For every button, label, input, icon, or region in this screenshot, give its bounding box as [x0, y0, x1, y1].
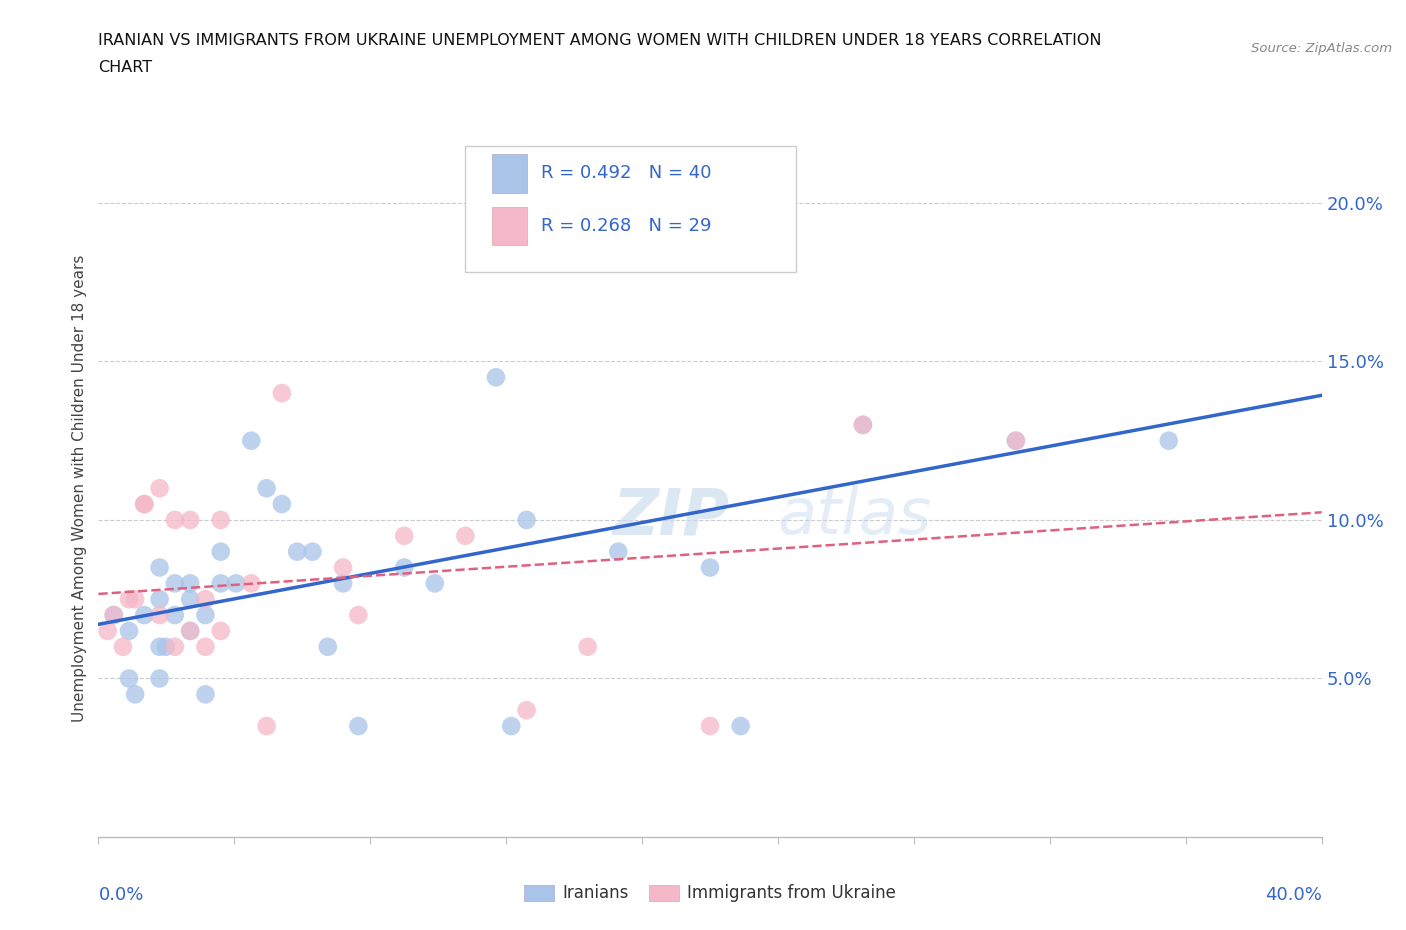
- Point: [1004, 433, 1026, 448]
- Point: [1157, 433, 1180, 448]
- Point: [316, 639, 339, 654]
- Point: [1004, 433, 1026, 448]
- Text: R = 0.492   N = 40: R = 0.492 N = 40: [541, 165, 711, 182]
- Point: [392, 528, 416, 543]
- Point: [240, 576, 263, 591]
- Point: [423, 576, 446, 591]
- Text: ZIP: ZIP: [612, 485, 730, 547]
- Point: [225, 576, 247, 591]
- FancyBboxPatch shape: [492, 154, 527, 193]
- Point: [256, 719, 278, 734]
- Point: [852, 418, 875, 432]
- Point: [194, 687, 217, 702]
- Point: [194, 607, 217, 622]
- Text: CHART: CHART: [98, 60, 152, 75]
- Point: [124, 591, 146, 606]
- Point: [607, 544, 630, 559]
- Point: [149, 481, 172, 496]
- Point: [149, 671, 172, 686]
- Text: atlas: atlas: [778, 485, 932, 547]
- Point: [699, 560, 721, 575]
- Point: [194, 591, 217, 606]
- Point: [163, 512, 186, 527]
- Point: [134, 607, 156, 622]
- Point: [209, 512, 232, 527]
- Point: [163, 576, 186, 591]
- Point: [332, 560, 354, 575]
- FancyBboxPatch shape: [465, 147, 796, 272]
- Point: [485, 370, 508, 385]
- Point: [256, 481, 278, 496]
- Text: Source: ZipAtlas.com: Source: ZipAtlas.com: [1251, 42, 1392, 55]
- Point: [270, 497, 294, 512]
- Point: [516, 512, 538, 527]
- Point: [103, 607, 125, 622]
- Point: [209, 576, 232, 591]
- Y-axis label: Unemployment Among Women with Children Under 18 years: Unemployment Among Women with Children U…: [72, 255, 87, 722]
- Point: [179, 512, 201, 527]
- Text: R = 0.268   N = 29: R = 0.268 N = 29: [541, 217, 711, 234]
- Point: [637, 243, 661, 258]
- Point: [163, 607, 186, 622]
- Point: [179, 623, 201, 638]
- Point: [149, 607, 172, 622]
- Point: [270, 386, 294, 401]
- Point: [118, 623, 141, 638]
- Point: [730, 719, 752, 734]
- Text: IRANIAN VS IMMIGRANTS FROM UKRAINE UNEMPLOYMENT AMONG WOMEN WITH CHILDREN UNDER : IRANIAN VS IMMIGRANTS FROM UKRAINE UNEMP…: [98, 33, 1102, 47]
- Point: [501, 719, 523, 734]
- Point: [194, 639, 217, 654]
- Point: [155, 639, 177, 654]
- Point: [179, 576, 201, 591]
- Point: [699, 719, 721, 734]
- Point: [134, 497, 156, 512]
- Point: [134, 497, 156, 512]
- Point: [163, 639, 186, 654]
- Text: 0.0%: 0.0%: [98, 885, 143, 904]
- Point: [103, 607, 125, 622]
- Point: [285, 544, 308, 559]
- Point: [149, 639, 172, 654]
- Point: [516, 703, 538, 718]
- Point: [347, 719, 370, 734]
- Point: [347, 607, 370, 622]
- Point: [240, 433, 263, 448]
- Point: [209, 544, 232, 559]
- Text: 40.0%: 40.0%: [1265, 885, 1322, 904]
- Point: [179, 623, 201, 638]
- Point: [149, 560, 172, 575]
- Legend: Iranians, Immigrants from Ukraine: Iranians, Immigrants from Ukraine: [517, 878, 903, 909]
- Point: [118, 671, 141, 686]
- FancyBboxPatch shape: [492, 206, 527, 245]
- Point: [392, 560, 416, 575]
- Point: [852, 418, 875, 432]
- Point: [111, 639, 134, 654]
- Point: [332, 576, 354, 591]
- Point: [454, 528, 477, 543]
- Point: [97, 623, 120, 638]
- Point: [179, 591, 201, 606]
- Point: [576, 639, 599, 654]
- Point: [149, 591, 172, 606]
- Point: [301, 544, 323, 559]
- Point: [209, 623, 232, 638]
- Point: [124, 687, 146, 702]
- Point: [118, 591, 141, 606]
